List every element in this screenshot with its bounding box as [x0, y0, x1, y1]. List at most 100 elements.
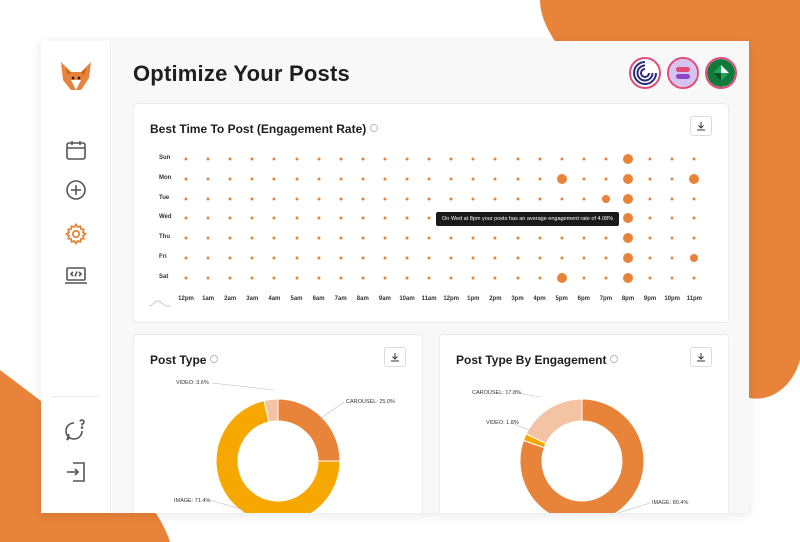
engagement-dot[interactable]	[184, 256, 188, 260]
engagement-dot[interactable]	[449, 256, 453, 260]
engagement-dot[interactable]	[339, 157, 343, 161]
engagement-dot[interactable]	[670, 236, 674, 240]
engagement-dot[interactable]	[250, 276, 254, 280]
engagement-dot[interactable]	[516, 276, 519, 280]
engagement-dot[interactable]	[493, 276, 497, 280]
engagement-dot[interactable]	[582, 177, 586, 181]
engagement-dot[interactable]	[228, 157, 232, 161]
engagement-dot[interactable]	[317, 157, 321, 161]
download-button[interactable]	[690, 116, 712, 136]
account-avatar-2-icon[interactable]	[667, 57, 699, 89]
pie-slice-image[interactable]	[519, 398, 645, 513]
engagement-dot[interactable]	[471, 236, 475, 240]
engagement-dot[interactable]	[538, 177, 542, 181]
sidebar-item-calendar[interactable]	[59, 133, 93, 167]
engagement-dot[interactable]	[692, 216, 696, 220]
engagement-dot[interactable]	[228, 276, 232, 280]
engagement-dot[interactable]	[206, 276, 210, 280]
engagement-dot[interactable]	[317, 276, 321, 280]
engagement-dot[interactable]	[427, 276, 431, 280]
engagement-dot[interactable]	[250, 256, 254, 260]
engagement-dot[interactable]	[449, 177, 453, 181]
engagement-dot[interactable]	[317, 177, 321, 181]
engagement-dot[interactable]	[361, 197, 365, 201]
engagement-dot[interactable]	[670, 197, 674, 201]
engagement-dot[interactable]	[250, 177, 254, 181]
engagement-dot[interactable]	[493, 177, 497, 181]
engagement-dot[interactable]	[206, 157, 210, 161]
engagement-dot[interactable]	[184, 157, 188, 161]
engagement-dot[interactable]	[538, 236, 542, 240]
engagement-dot[interactable]	[670, 177, 674, 181]
engagement-dot[interactable]	[427, 216, 431, 220]
engagement-dot[interactable]	[228, 256, 232, 260]
engagement-dot[interactable]	[604, 276, 608, 280]
engagement-dot[interactable]	[648, 197, 652, 201]
engagement-dot[interactable]	[272, 236, 276, 240]
engagement-dot[interactable]	[295, 157, 298, 161]
engagement-dot[interactable]	[604, 177, 608, 181]
engagement-dot[interactable]	[582, 197, 586, 201]
engagement-dot[interactable]	[427, 157, 431, 161]
engagement-dot[interactable]	[295, 276, 298, 280]
engagement-dot[interactable]	[427, 197, 431, 201]
engagement-dot[interactable]	[206, 177, 210, 181]
engagement-dot[interactable]	[623, 233, 633, 244]
engagement-dot[interactable]	[623, 213, 633, 224]
engagement-dot[interactable]	[560, 256, 564, 260]
engagement-dot[interactable]	[493, 197, 497, 201]
engagement-dot[interactable]	[405, 197, 409, 201]
engagement-dot[interactable]	[604, 236, 608, 240]
engagement-dot[interactable]	[471, 157, 475, 161]
engagement-dot[interactable]	[295, 197, 298, 201]
engagement-dot[interactable]	[405, 177, 409, 181]
engagement-dot[interactable]	[692, 276, 696, 280]
engagement-dot[interactable]	[689, 173, 700, 184]
fox-logo-icon[interactable]	[56, 57, 96, 97]
engagement-dot[interactable]	[449, 236, 453, 240]
engagement-dot[interactable]	[228, 216, 232, 220]
engagement-dot[interactable]	[670, 216, 674, 220]
engagement-dot[interactable]	[339, 216, 343, 220]
engagement-dot[interactable]	[339, 197, 343, 201]
engagement-dot[interactable]	[339, 177, 343, 181]
engagement-dot[interactable]	[648, 236, 652, 240]
info-icon[interactable]	[610, 355, 619, 363]
engagement-dot[interactable]	[582, 157, 586, 161]
pie-slice-video[interactable]	[263, 398, 279, 423]
engagement-dot[interactable]	[317, 216, 321, 220]
engagement-dot[interactable]	[516, 236, 519, 240]
engagement-dot[interactable]	[516, 177, 519, 181]
engagement-dot[interactable]	[690, 254, 699, 262]
engagement-dot[interactable]	[538, 256, 542, 260]
engagement-dot[interactable]	[317, 236, 321, 240]
engagement-dot[interactable]	[405, 276, 409, 280]
engagement-dot[interactable]	[184, 236, 188, 240]
engagement-dot[interactable]	[648, 177, 652, 181]
engagement-dot[interactable]	[623, 154, 633, 164]
engagement-dot[interactable]	[604, 256, 608, 260]
engagement-dot[interactable]	[383, 197, 387, 201]
sidebar-item-logout[interactable]	[59, 455, 93, 489]
sidebar-item-settings[interactable]	[59, 217, 93, 251]
engagement-dot[interactable]	[339, 276, 343, 280]
engagement-dot[interactable]	[648, 216, 652, 220]
engagement-dot[interactable]	[471, 177, 475, 181]
engagement-dot[interactable]	[427, 256, 431, 260]
engagement-dot[interactable]	[648, 256, 652, 260]
engagement-dot[interactable]	[228, 236, 232, 240]
engagement-dot[interactable]	[339, 256, 343, 260]
engagement-dot[interactable]	[295, 236, 298, 240]
engagement-dot[interactable]	[560, 236, 564, 240]
sidebar-item-create[interactable]	[59, 173, 93, 207]
engagement-dot[interactable]	[648, 276, 652, 280]
sidebar-item-help[interactable]	[59, 413, 93, 447]
engagement-dot[interactable]	[582, 236, 586, 240]
engagement-dot[interactable]	[339, 236, 343, 240]
engagement-dot[interactable]	[405, 216, 409, 220]
engagement-dot[interactable]	[206, 197, 210, 201]
engagement-dot[interactable]	[361, 177, 365, 181]
engagement-dot[interactable]	[250, 157, 254, 161]
account-avatar-1-icon[interactable]	[629, 57, 661, 89]
engagement-dot[interactable]	[449, 276, 453, 280]
